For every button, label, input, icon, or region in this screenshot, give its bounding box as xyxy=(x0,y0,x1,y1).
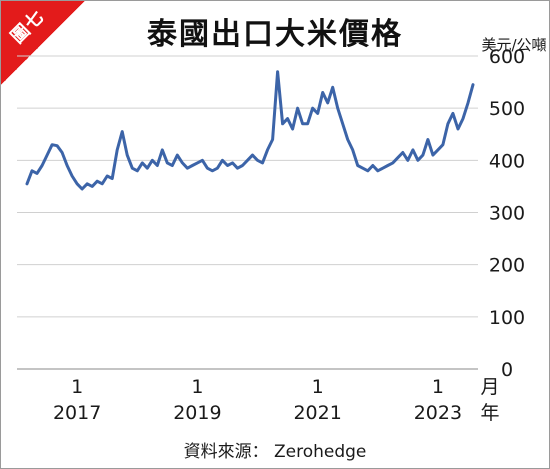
y-tick-label-0: 0 xyxy=(501,359,513,381)
series-line-0 xyxy=(25,70,475,191)
y-tick-label-500: 500 xyxy=(489,98,525,120)
figure-badge: 圖七 xyxy=(1,1,86,86)
x-tick-year-0: 2017 xyxy=(53,402,101,424)
x-tick-month-3: 1 xyxy=(432,376,444,398)
x-tick-month-0: 1 xyxy=(71,376,83,398)
y-unit-label: 美元/公噸 xyxy=(481,36,546,54)
y-tick-label-400: 400 xyxy=(489,150,525,172)
x-tick-year-1: 2019 xyxy=(173,402,221,424)
chart-title: 泰國出口大米價格 xyxy=(147,17,403,52)
source-note: 資料來源： Zerohedge xyxy=(183,442,367,462)
y-tick-label-600: 600 xyxy=(489,46,525,68)
y-tick-label-300: 300 xyxy=(489,203,525,225)
y-tick-label-100: 100 xyxy=(489,307,525,329)
x-tick-year-2: 2021 xyxy=(293,402,341,424)
x-tick-month-1: 1 xyxy=(191,376,203,398)
x-unit-label-1: 年 xyxy=(480,402,499,424)
y-tick-label-200: 200 xyxy=(489,255,525,277)
x-tick-month-2: 1 xyxy=(312,376,324,398)
x-unit-label-0: 月 xyxy=(480,376,499,398)
x-tick-year-3: 2023 xyxy=(414,402,462,424)
